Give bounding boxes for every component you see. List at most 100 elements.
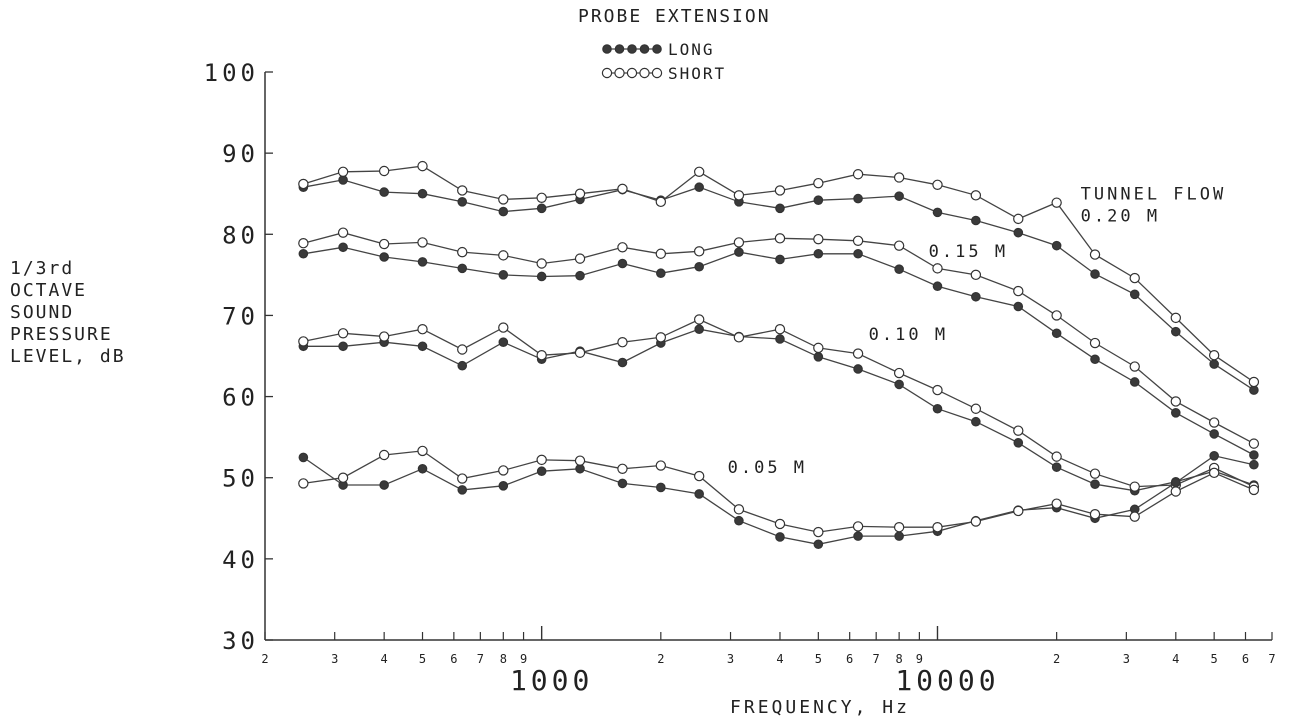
point-long <box>853 531 863 541</box>
flow-annotation: 0.05 M <box>728 458 807 478</box>
point-short <box>457 473 468 484</box>
y-tick-label: 60 <box>222 384 259 412</box>
y-tick-label: 70 <box>222 302 259 330</box>
point-short <box>1129 272 1140 284</box>
point-short <box>1170 486 1182 497</box>
y-tick-label: 30 <box>222 627 259 655</box>
x-tick-label: 5 <box>1211 652 1218 666</box>
point-short <box>852 348 864 359</box>
y-axis-label-line-4: PRESSURE <box>10 324 113 345</box>
point-short <box>1051 498 1062 509</box>
point-long <box>379 480 389 490</box>
x-tick-label: 8 <box>896 652 903 666</box>
point-long <box>775 334 785 344</box>
point-long <box>457 263 468 274</box>
point-short <box>1129 361 1140 372</box>
point-short <box>536 258 547 269</box>
x-tick-label: 2 <box>1053 652 1060 666</box>
point-long <box>734 247 744 257</box>
point-short <box>813 177 824 189</box>
point-long <box>617 478 628 489</box>
x-tick-label: 8 <box>500 652 507 666</box>
point-long <box>1171 326 1181 337</box>
series-line-long <box>303 246 1255 456</box>
point-short <box>893 240 905 251</box>
point-short <box>774 185 786 196</box>
point-short <box>574 253 586 264</box>
point-long <box>338 242 348 253</box>
point-long <box>457 197 468 207</box>
point-short <box>932 179 943 190</box>
x-tick-label: 7 <box>1268 652 1275 666</box>
point-short <box>417 237 428 248</box>
point-short <box>1208 417 1220 428</box>
legend-sample-point <box>626 67 638 79</box>
point-long <box>457 485 468 495</box>
x-tick-label: 3 <box>331 652 338 666</box>
point-long <box>813 352 824 362</box>
x-tick-label: 4 <box>1172 652 1179 666</box>
point-short <box>693 314 705 325</box>
point-short <box>378 238 390 250</box>
point-long <box>1090 269 1100 279</box>
point-long <box>575 270 585 281</box>
point-short <box>1248 376 1260 388</box>
point-short <box>733 504 745 515</box>
point-long <box>379 187 389 197</box>
y-axis-ticks: 30 40 50 60 70 80 90 100 <box>204 59 273 655</box>
point-long <box>694 324 704 335</box>
point-long <box>1209 359 1219 369</box>
point-short <box>298 178 309 190</box>
point-short <box>1170 312 1182 324</box>
point-short <box>813 526 824 538</box>
point-short <box>655 460 667 471</box>
legend-sample-point <box>651 67 663 79</box>
point-short <box>1089 249 1101 260</box>
point-long <box>1013 301 1024 312</box>
point-short <box>733 332 745 343</box>
point-long <box>894 531 904 541</box>
point-short <box>378 165 390 177</box>
point-short <box>1051 451 1062 462</box>
point-short <box>574 188 586 199</box>
point-long <box>656 268 666 279</box>
point-long <box>1171 477 1181 488</box>
point-short <box>457 344 468 355</box>
point-short <box>1129 511 1140 522</box>
point-short <box>1129 481 1140 492</box>
point-short <box>617 337 628 348</box>
point-short <box>417 160 428 172</box>
point-short <box>813 342 824 354</box>
point-long <box>498 337 509 348</box>
point-long <box>1129 289 1140 300</box>
x-major-tick-label: 10000 <box>895 664 999 697</box>
point-short <box>1248 484 1260 496</box>
point-short <box>536 454 547 466</box>
point-long <box>694 261 704 272</box>
point-long <box>694 489 704 499</box>
legend-sample-point <box>639 44 650 54</box>
point-short <box>655 248 667 259</box>
point-short <box>298 478 309 489</box>
point-short <box>970 516 982 527</box>
point-short <box>970 269 982 281</box>
point-long <box>894 191 904 201</box>
point-long <box>498 270 509 280</box>
point-short <box>617 463 628 474</box>
point-short <box>813 233 824 245</box>
x-tick-label: 6 <box>1242 652 1249 666</box>
point-short <box>733 237 745 248</box>
point-long <box>417 257 428 267</box>
x-major-tick-label: 1000 <box>510 664 593 697</box>
point-short <box>893 367 905 379</box>
point-long <box>1249 459 1259 470</box>
point-long <box>1051 328 1062 339</box>
point-long <box>617 258 628 269</box>
point-long <box>932 281 943 292</box>
point-long <box>853 248 863 259</box>
point-short <box>1208 467 1220 479</box>
point-long <box>1090 479 1100 490</box>
point-long <box>338 341 348 352</box>
point-long <box>417 463 428 474</box>
